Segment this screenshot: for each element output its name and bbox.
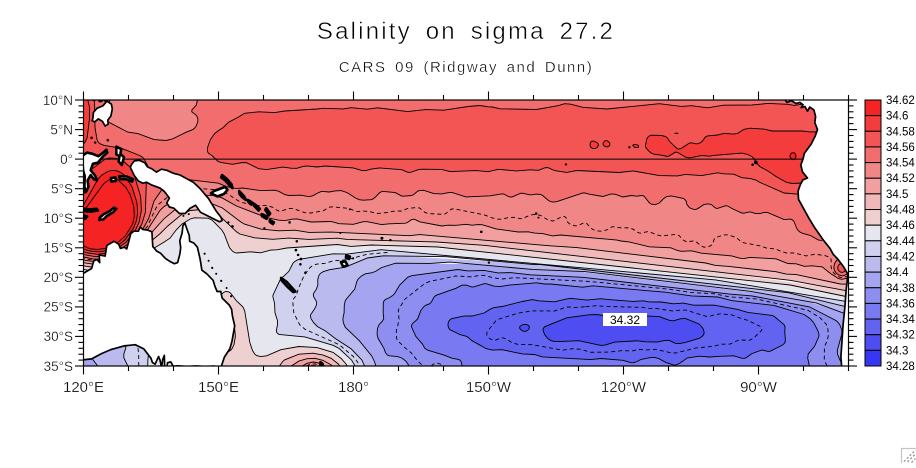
svg-text:34.46: 34.46 xyxy=(886,220,915,232)
svg-text:34.5: 34.5 xyxy=(886,189,908,201)
svg-text:34.34: 34.34 xyxy=(886,314,915,326)
svg-text:34.6: 34.6 xyxy=(886,111,908,123)
svg-text:35°S: 35°S xyxy=(44,359,73,374)
svg-text:180°: 180° xyxy=(338,379,369,396)
svg-text:34.48: 34.48 xyxy=(886,205,915,217)
svg-text:0°: 0° xyxy=(60,152,73,167)
svg-text:34.56: 34.56 xyxy=(886,142,915,154)
svg-text:15°S: 15°S xyxy=(44,241,73,256)
svg-text:20°S: 20°S xyxy=(44,270,73,285)
svg-text:34.58: 34.58 xyxy=(886,126,915,138)
svg-text:34.62: 34.62 xyxy=(886,95,915,107)
svg-text:34.4: 34.4 xyxy=(886,267,909,279)
svg-text:120°W: 120°W xyxy=(601,379,647,396)
svg-text:34.3: 34.3 xyxy=(886,345,908,357)
svg-text:150°W: 150°W xyxy=(466,379,512,396)
svg-text:CARS 09 (Ridgway and Dunn): CARS 09 (Ridgway and Dunn) xyxy=(339,59,593,76)
svg-text:34.32: 34.32 xyxy=(886,330,915,342)
svg-text:34.38: 34.38 xyxy=(886,283,915,295)
svg-text:5°S: 5°S xyxy=(51,182,73,197)
svg-text:150°E: 150°E xyxy=(198,379,239,396)
svg-text:34.28: 34.28 xyxy=(886,361,915,373)
svg-text:25°S: 25°S xyxy=(44,300,73,315)
svg-text:5°N: 5°N xyxy=(50,122,73,137)
svg-text:34.44: 34.44 xyxy=(886,236,915,248)
svg-text:120°E: 120°E xyxy=(63,379,104,396)
svg-text:34.54: 34.54 xyxy=(886,158,915,170)
svg-text:10°S: 10°S xyxy=(44,211,73,226)
svg-text:34.42: 34.42 xyxy=(886,252,915,264)
svg-text:90°W: 90°W xyxy=(740,379,778,396)
svg-text:Salinity on sigma 27.2: Salinity on sigma 27.2 xyxy=(317,18,615,45)
svg-text:34.36: 34.36 xyxy=(886,298,915,310)
svg-text:10°N: 10°N xyxy=(43,93,73,108)
svg-text:34.32: 34.32 xyxy=(610,313,640,327)
svg-text:30°S: 30°S xyxy=(44,329,73,344)
svg-text:34.52: 34.52 xyxy=(886,173,915,185)
